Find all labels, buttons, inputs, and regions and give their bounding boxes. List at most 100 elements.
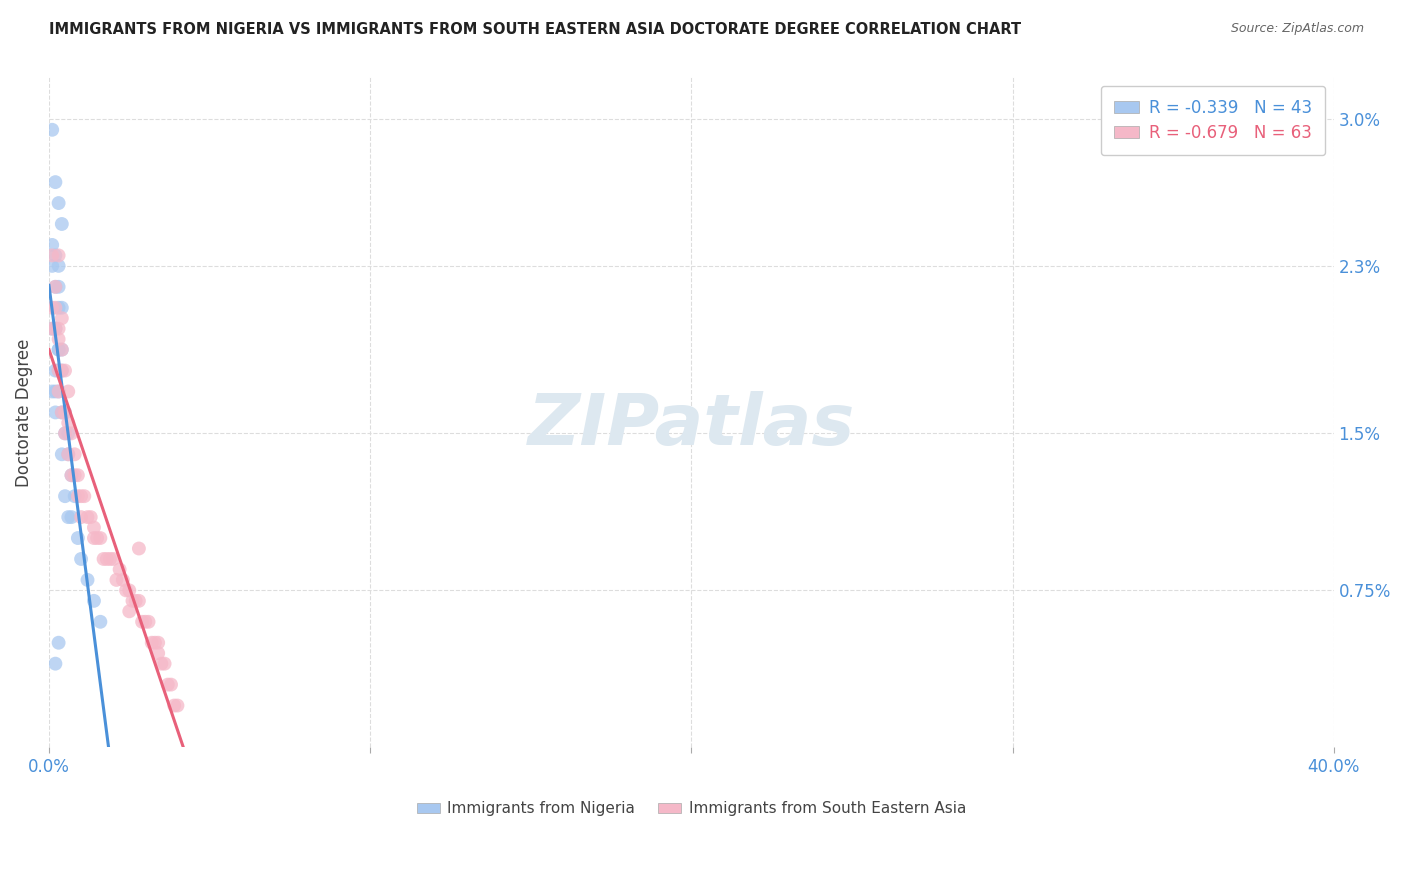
Point [48, 363, 70, 377]
Point [48, 636, 70, 650]
Point [76, 510, 98, 524]
Point [51, 301, 73, 315]
Point [58, 426, 80, 441]
Point [70, 510, 93, 524]
Point [60, 510, 83, 524]
Point [98, 552, 121, 566]
Point [44, 321, 66, 335]
Point [83, 531, 105, 545]
Point [83, 594, 105, 608]
Point [58, 384, 80, 399]
Point [121, 594, 143, 608]
Point [53, 405, 76, 419]
Point [44, 657, 66, 671]
Point [148, 646, 170, 660]
Point [48, 280, 70, 294]
Point [86, 531, 108, 545]
Point [66, 531, 89, 545]
Text: IMMIGRANTS FROM NIGERIA VS IMMIGRANTS FROM SOUTH EASTERN ASIA DOCTORATE DEGREE C: IMMIGRANTS FROM NIGERIA VS IMMIGRANTS FR… [49, 22, 1021, 37]
Point [138, 615, 160, 629]
Point [66, 489, 89, 503]
Point [51, 447, 73, 461]
Point [63, 468, 86, 483]
Point [58, 510, 80, 524]
Point [44, 384, 66, 399]
Point [60, 426, 83, 441]
Point [143, 636, 166, 650]
Point [48, 363, 70, 377]
Point [163, 698, 186, 713]
Point [60, 468, 83, 483]
Point [96, 552, 118, 566]
Point [131, 615, 153, 629]
Point [150, 657, 173, 671]
Point [41, 238, 63, 252]
Point [108, 562, 131, 576]
Point [51, 405, 73, 419]
Point [76, 573, 98, 587]
Y-axis label: Doctorate Degree: Doctorate Degree [15, 338, 32, 487]
Point [51, 217, 73, 231]
Point [125, 594, 148, 608]
Point [53, 363, 76, 377]
Point [44, 321, 66, 335]
Point [156, 677, 179, 691]
Point [89, 531, 111, 545]
Point [41, 321, 63, 335]
Text: ZIPatlas: ZIPatlas [527, 392, 855, 460]
Point [44, 248, 66, 262]
Point [70, 489, 93, 503]
Point [41, 384, 63, 399]
Point [58, 416, 80, 430]
Point [105, 573, 128, 587]
Point [166, 698, 188, 713]
Point [48, 321, 70, 335]
Point [48, 301, 70, 315]
Point [58, 447, 80, 461]
Point [51, 343, 73, 357]
Point [48, 343, 70, 357]
Point [73, 489, 96, 503]
Point [44, 301, 66, 315]
Point [160, 677, 183, 691]
Point [48, 196, 70, 211]
Point [48, 332, 70, 346]
Point [41, 301, 63, 315]
Point [48, 384, 70, 399]
Point [44, 405, 66, 419]
Point [63, 447, 86, 461]
Point [48, 343, 70, 357]
Point [44, 280, 66, 294]
Point [60, 468, 83, 483]
Point [134, 615, 156, 629]
Point [51, 311, 73, 326]
Point [66, 468, 89, 483]
Point [53, 426, 76, 441]
Point [141, 636, 163, 650]
Point [41, 259, 63, 273]
Point [48, 248, 70, 262]
Point [118, 604, 141, 618]
Point [128, 541, 150, 556]
Point [53, 405, 76, 419]
Point [103, 552, 125, 566]
Point [70, 552, 93, 566]
Text: Source: ZipAtlas.com: Source: ZipAtlas.com [1230, 22, 1364, 36]
Point [63, 489, 86, 503]
Point [128, 594, 150, 608]
Point [41, 321, 63, 335]
Point [48, 384, 70, 399]
Point [115, 583, 138, 598]
Point [118, 583, 141, 598]
Point [41, 122, 63, 136]
Point [153, 657, 176, 671]
Point [93, 552, 115, 566]
Point [53, 489, 76, 503]
Point [58, 447, 80, 461]
Point [44, 363, 66, 377]
Point [148, 636, 170, 650]
Point [83, 520, 105, 534]
Point [51, 343, 73, 357]
Point [80, 510, 103, 524]
Point [51, 363, 73, 377]
